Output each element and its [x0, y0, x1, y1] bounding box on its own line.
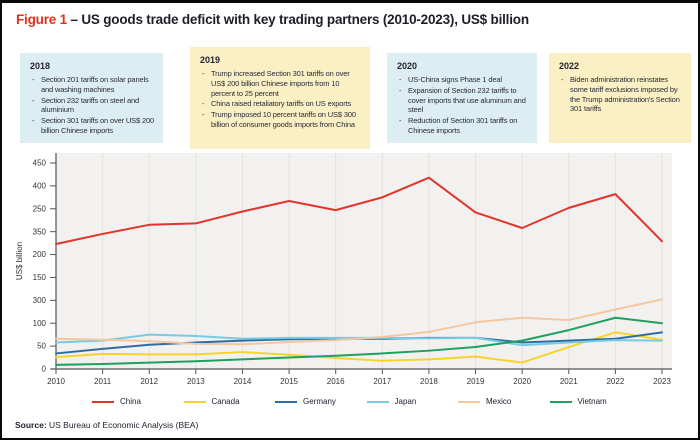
- figure-title-dash: –: [70, 12, 78, 27]
- x-tick-label: 2010: [47, 377, 65, 386]
- bullet-item: US-China signs Phase 1 deal: [397, 75, 529, 85]
- annotation-box-2020: 2020 US-China signs Phase 1 dealExpansio…: [387, 53, 537, 143]
- bullet-item: Biden administration reinstates some tar…: [559, 75, 683, 114]
- x-tick-label: 2017: [373, 377, 391, 386]
- legend-item-canada: Canada: [183, 397, 240, 406]
- bullet-item: China raised retaliatory tariffs on US e…: [200, 99, 362, 109]
- legend-item-mexico: Mexico: [458, 397, 511, 406]
- bullet-item: Trump increased Section 301 tariffs on o…: [200, 69, 362, 98]
- source-line: Source: US Bureau of Economic Analysis (…: [15, 420, 198, 430]
- legend-label: China: [120, 397, 141, 406]
- y-tick-label: 450: [33, 159, 47, 168]
- x-tick-label: 2015: [280, 377, 298, 386]
- annotation-year: 2020: [397, 61, 418, 71]
- x-tick-label: 2013: [187, 377, 205, 386]
- annotation-bullets: Biden administration reinstates some tar…: [559, 75, 683, 114]
- legend-label: Mexico: [486, 397, 512, 406]
- bullet-item: Section 301 tariffs on over US$ 200 bill…: [30, 116, 155, 136]
- x-tick-label: 2019: [467, 377, 485, 386]
- chart-legend: China Canada Germany Japan Mexico Vietnam: [2, 397, 700, 411]
- annotation-bullets: Trump increased Section 301 tariffs on o…: [200, 69, 362, 130]
- legend-swatch-vietnam: [549, 400, 572, 403]
- legend-label: Germany: [303, 397, 336, 406]
- legend-label: Japan: [394, 397, 417, 406]
- series-line-mexico: [55, 298, 663, 346]
- legend-item-vietnam: Vietnam: [549, 397, 607, 406]
- annotation-box-2018: 2018 Section 201 tariffs on solar panels…: [20, 53, 163, 143]
- legend-swatch-canada: [183, 400, 206, 403]
- series-line-canada: [55, 331, 663, 364]
- annotation-year: 2022: [559, 61, 580, 71]
- y-tick-label: 0: [42, 365, 47, 374]
- y-axis-title: US$ billion: [15, 242, 24, 280]
- annotation-box-2019: 2019 Trump increased Section 301 tariffs…: [190, 47, 370, 149]
- figure-title-text: US goods trade deficit with key trading …: [81, 12, 529, 27]
- annotation-bullets: Section 201 tariffs on solar panels and …: [30, 75, 155, 136]
- y-tick-label: 200: [33, 250, 47, 259]
- bullet-item: Reduction of Section 301 tariffs on Chin…: [397, 116, 529, 136]
- legend-item-japan: Japan: [366, 397, 417, 406]
- annotation-year: 2018: [30, 61, 51, 71]
- bullet-item: Section 232 tariffs on steel and alumini…: [30, 96, 155, 116]
- y-tick-label: 50: [37, 342, 46, 351]
- bullet-item: Expansion of Section 232 tariffs to cove…: [397, 86, 529, 115]
- source-label: Source:: [15, 420, 47, 430]
- legend-label: Vietnam: [577, 397, 607, 406]
- annotation-year: 2019: [200, 55, 221, 65]
- plot-background: [56, 153, 672, 369]
- y-tick-label: 150: [33, 273, 47, 282]
- x-tick-label: 2011: [94, 377, 112, 386]
- bullet-item: Trump imposed 10 percent tariffs on US$ …: [200, 110, 362, 130]
- legend-swatch-germany: [275, 400, 297, 403]
- legend-swatch-japan: [366, 400, 389, 403]
- y-tick-label: 100: [33, 319, 47, 328]
- legend-label: Canada: [211, 397, 240, 406]
- legend-item-china: China: [92, 397, 141, 406]
- y-tick-label: 350: [33, 227, 47, 236]
- x-tick-label: 2022: [606, 377, 624, 386]
- x-tick-label: 2016: [327, 377, 345, 386]
- y-tick-label: 250: [33, 204, 47, 213]
- legend-swatch-mexico: [458, 400, 480, 403]
- legend-item-germany: Germany: [275, 397, 336, 406]
- bullet-item: Section 201 tariffs on solar panels and …: [30, 75, 155, 95]
- x-tick-label: 2018: [420, 377, 438, 386]
- x-tick-label: 2012: [140, 377, 158, 386]
- y-tick-label: 400: [33, 181, 47, 190]
- legend-swatch-china: [92, 400, 114, 403]
- source-text: US Bureau of Economic Analysis (BEA): [46, 420, 199, 430]
- figure-label: Figure 1: [16, 12, 67, 27]
- series-line-china: [55, 176, 663, 246]
- series-line-vietnam: [55, 316, 663, 366]
- y-tick-label: 300: [33, 296, 47, 305]
- figure-title: Figure 1 – US goods trade deficit with k…: [16, 12, 529, 27]
- x-tick-label: 2020: [513, 377, 531, 386]
- annotation-bullets: US-China signs Phase 1 dealExpansion of …: [397, 75, 529, 136]
- annotation-box-2022: 2022 Biden administration reinstates som…: [549, 53, 691, 143]
- chart-area: 450 400 250 350 200 150 300 100 50 0 2010 2011 2012 2…: [2, 151, 700, 395]
- x-tick-label: 2021: [560, 377, 578, 386]
- x-tick-label: 2023: [653, 377, 671, 386]
- x-tick-label: 2014: [234, 377, 252, 386]
